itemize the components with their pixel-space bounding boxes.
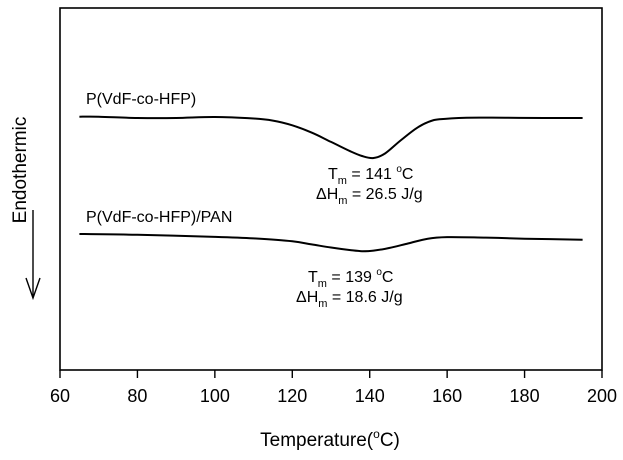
y-axis-label: Endothermic	[10, 117, 31, 224]
series-line-2	[79, 233, 583, 253]
series-2-tm-annotation: Tm = 139 oC	[308, 267, 393, 290]
x-tick-label: 80	[127, 386, 147, 406]
x-axis-ticks	[59, 370, 603, 378]
x-tick-label: 140	[355, 386, 385, 406]
series-2-label: P(VdF-co-HFP)/PAN	[86, 209, 232, 226]
x-tick-label: 180	[510, 386, 540, 406]
series-2-dh-annotation: ΔHm = 18.6 J/g	[296, 289, 403, 310]
series-1-tm-annotation: Tm = 141 oC	[328, 164, 413, 187]
x-tick-label: 160	[432, 386, 462, 406]
x-axis-label: Temperature(oC)	[260, 427, 400, 451]
plot-frame	[59, 7, 603, 371]
dsc-curves	[79, 115, 583, 253]
endothermic-arrow-icon	[25, 210, 41, 301]
series-1-dh-annotation: ΔHm = 26.5 J/g	[316, 186, 423, 207]
series-line-1	[79, 115, 583, 160]
series-1-label: P(VdF-co-HFP)	[86, 91, 196, 108]
x-tick-label: 200	[587, 386, 617, 406]
x-tick-label: 120	[277, 386, 307, 406]
x-axis-tick-labels: 60 80 100 120 140 160 180 200	[50, 386, 617, 406]
x-tick-label: 100	[200, 386, 230, 406]
x-tick-label: 60	[50, 386, 70, 406]
